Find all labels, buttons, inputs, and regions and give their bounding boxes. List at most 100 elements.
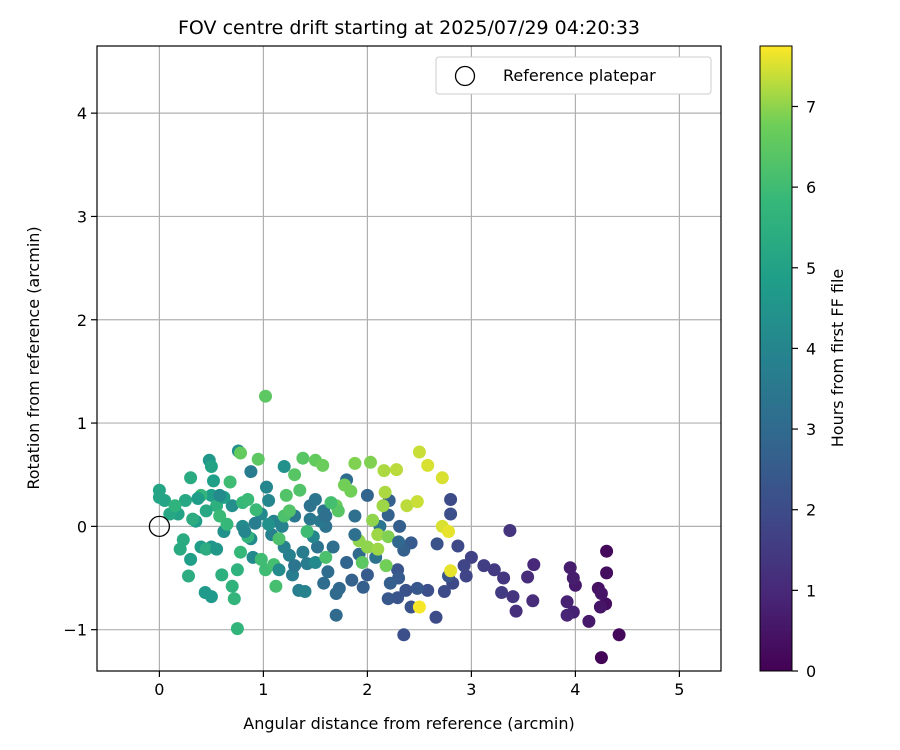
data-point — [234, 545, 247, 559]
x-tick-label: 5 — [674, 680, 684, 699]
data-point — [184, 471, 198, 485]
data-point — [227, 592, 241, 606]
data-point — [249, 503, 263, 517]
grid — [97, 46, 721, 671]
colorbar-frame — [759, 45, 793, 672]
data-point — [526, 594, 540, 608]
data-point — [563, 561, 577, 575]
data-point — [244, 465, 258, 479]
data-point — [199, 504, 213, 518]
data-point — [316, 458, 330, 472]
data-point — [191, 492, 205, 505]
data-point — [324, 496, 338, 510]
data-point — [497, 571, 511, 585]
data-point — [184, 552, 198, 566]
colorbar: 0 1 2 3 4 5 6 7 Hours from first FF file — [759, 45, 847, 681]
data-point — [348, 456, 362, 470]
data-point — [371, 542, 385, 556]
data-point — [600, 544, 614, 558]
y-tick-label: 4 — [77, 104, 87, 123]
data-point — [459, 569, 473, 583]
x-tick-label: 0 — [154, 680, 164, 699]
data-point — [582, 614, 596, 628]
plot-frame — [96, 45, 722, 672]
data-point — [430, 537, 444, 551]
data-point — [444, 564, 458, 578]
data-point — [308, 556, 322, 569]
data-point — [238, 525, 252, 538]
data-point — [204, 460, 218, 473]
data-point — [379, 559, 393, 573]
data-point — [225, 579, 239, 593]
data-point — [279, 488, 293, 502]
data-point — [329, 587, 343, 600]
data-point — [421, 458, 435, 472]
legend-box — [435, 56, 712, 95]
colorbar-tick-label: 3 — [806, 420, 816, 439]
y-tick-label: 0 — [77, 517, 87, 536]
data-point — [391, 591, 405, 605]
data-point — [495, 586, 509, 599]
data-point — [377, 464, 391, 478]
data-point — [429, 610, 443, 624]
data-point — [199, 542, 213, 556]
data-point — [594, 587, 608, 600]
data-point — [296, 545, 310, 559]
data-point — [259, 389, 272, 403]
data-point — [168, 499, 182, 513]
data-point — [378, 485, 392, 499]
data-point — [241, 493, 255, 506]
data-point — [213, 509, 227, 523]
data-point — [260, 480, 273, 494]
data-point — [254, 552, 268, 566]
y-axis-label: Rotation from reference (arcmin) — [24, 226, 43, 489]
colorbar-tick-label: 5 — [806, 259, 816, 278]
data-point — [288, 559, 302, 573]
legend-marker-icon — [454, 65, 476, 87]
data-point — [230, 622, 244, 636]
data-point — [410, 581, 424, 595]
data-point — [186, 512, 200, 526]
data-point — [356, 580, 370, 594]
data-point — [251, 452, 265, 466]
data-point — [321, 565, 335, 579]
data-point — [444, 493, 458, 506]
data-point — [477, 559, 491, 573]
data-point — [381, 530, 395, 544]
data-point — [506, 590, 520, 604]
data-point — [412, 445, 426, 459]
data-point — [345, 573, 359, 587]
data-point — [487, 563, 501, 577]
data-point — [376, 499, 390, 513]
data-point — [152, 483, 166, 497]
x-tick-label: 2 — [362, 680, 372, 699]
data-point — [225, 499, 239, 513]
data-point — [457, 559, 471, 573]
data-point — [560, 608, 574, 622]
data-point — [272, 532, 286, 546]
data-point — [311, 540, 324, 554]
x-tick-label: 3 — [466, 680, 476, 699]
data-point — [560, 595, 574, 609]
data-point — [319, 550, 333, 564]
data-point — [364, 455, 377, 469]
data-point — [326, 540, 340, 554]
data-point — [435, 471, 449, 485]
data-point — [444, 507, 458, 521]
data-point — [527, 558, 541, 572]
data-point — [248, 516, 262, 530]
data-points — [152, 389, 626, 665]
colorbar-tick-label: 6 — [806, 178, 816, 197]
data-point — [262, 517, 276, 531]
data-point — [612, 628, 626, 642]
data-point — [262, 494, 276, 507]
data-point — [348, 509, 362, 523]
data-point — [158, 494, 172, 507]
data-point — [207, 474, 220, 488]
y-tick-label: 3 — [77, 207, 87, 226]
colorbar-ticks: 0 1 2 3 4 5 6 7 — [792, 97, 816, 681]
data-point — [509, 604, 523, 618]
data-point — [503, 524, 517, 537]
data-point — [173, 542, 187, 556]
data-point — [412, 600, 426, 614]
